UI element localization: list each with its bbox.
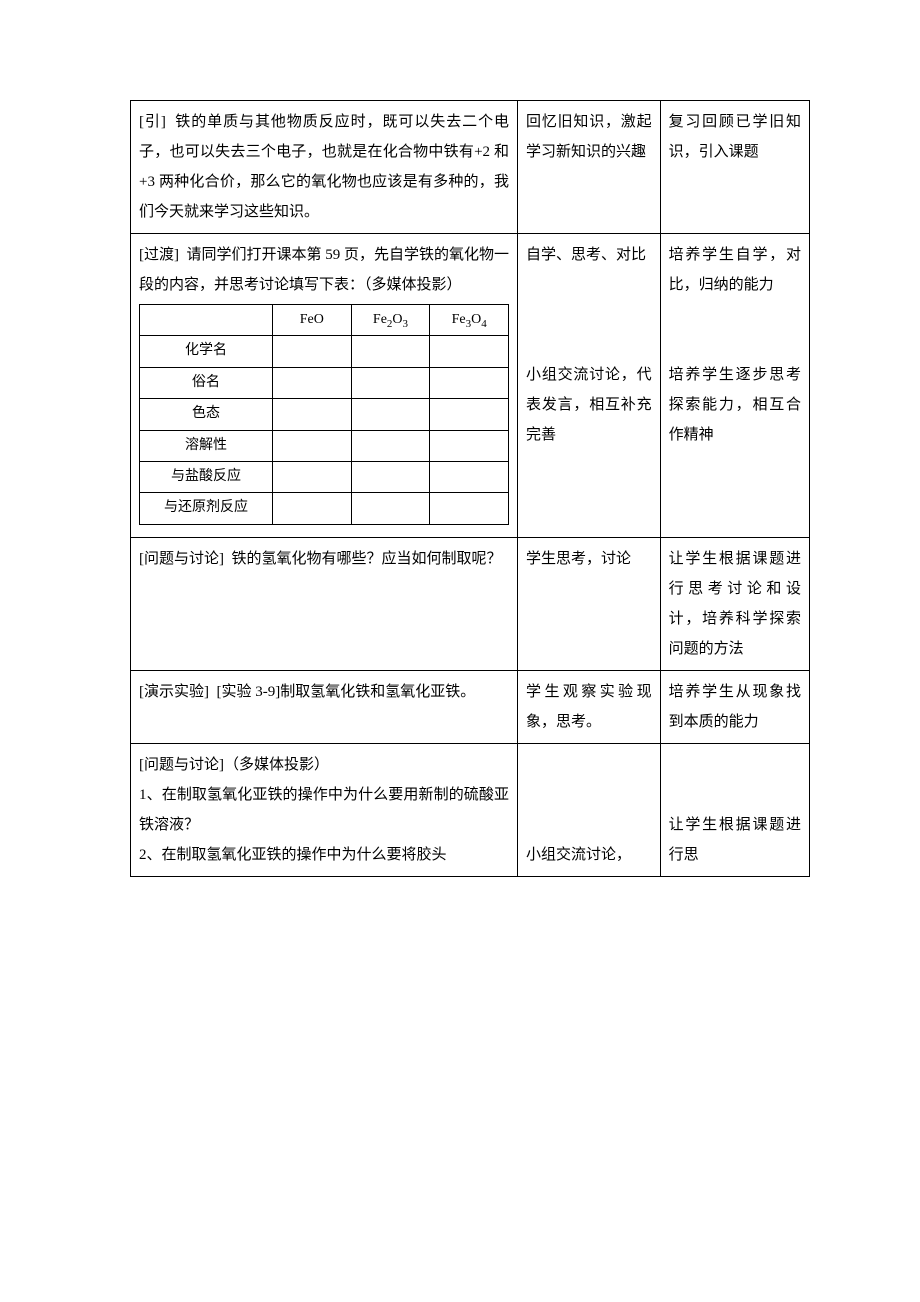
table-row: [演示实验] [实验 3-9]制取氢氧化铁和氢氧化亚铁。 学生观察实验现象，思考…	[131, 670, 810, 743]
design-text-part: 培养学生自学，对比，归纳的能力	[669, 247, 801, 293]
list-item: 2、在制取氢氧化亚铁的操作中为什么要将胶头	[139, 847, 447, 863]
inner-header-feo: FeO	[272, 305, 351, 336]
student-activity-cell: 学生思考，讨论	[518, 537, 661, 670]
cell	[430, 336, 509, 367]
table-row: [问题与讨论]（多媒体投影） 1、在制取氢氧化亚铁的操作中为什么要用新制的硫酸亚…	[131, 743, 810, 876]
student-activity-cell: 回忆旧知识，激起学习新知识的兴趣	[518, 101, 661, 234]
tag-label: [过渡]	[139, 247, 179, 263]
row-label: 溶解性	[140, 430, 273, 461]
inner-header-blank	[140, 305, 273, 336]
cell	[351, 461, 430, 492]
teaching-text: [实验 3-9]制取氢氧化铁和氢氧化亚铁。	[217, 684, 476, 700]
student-text-part: 自学、思考、对比	[526, 247, 646, 263]
teaching-activity-cell: [过渡] 请同学们打开课本第 59 页，先自学铁的氧化物一段的内容，并思考讨论填…	[131, 234, 518, 538]
tag-label: [引]	[139, 114, 166, 130]
table-row: [问题与讨论] 铁的氢氧化物有哪些？应当如何制取呢？ 学生思考，讨论 让学生根据…	[131, 537, 810, 670]
cell	[272, 430, 351, 461]
design-intent-cell: 培养学生自学，对比，归纳的能力 培养学生逐步思考探索能力，相互合作精神	[660, 234, 809, 538]
cell	[430, 493, 509, 524]
cell	[272, 399, 351, 430]
lesson-plan-table: [引] 铁的单质与其他物质反应时，既可以失去二个电子，也可以失去三个电子，也就是…	[130, 100, 810, 877]
design-intent-cell: 让学生根据课题进行思考讨论和设计，培养科学探索问题的方法	[660, 537, 809, 670]
iron-oxide-comparison-table: FeO Fe2O3 Fe3O4 化学名 俗名 色态 溶解性 与盐酸反应 与还原剂…	[139, 304, 509, 525]
teaching-activity-cell: [引] 铁的单质与其他物质反应时，既可以失去二个电子，也可以失去三个电子，也就是…	[131, 101, 518, 234]
design-text: 让学生根据课题进行思	[669, 817, 801, 863]
teaching-activity-cell: [演示实验] [实验 3-9]制取氢氧化铁和氢氧化亚铁。	[131, 670, 518, 743]
list-item: 1、在制取氢氧化亚铁的操作中为什么要用新制的硫酸亚铁溶液？	[139, 787, 509, 833]
tag-label: [演示实验]	[139, 684, 209, 700]
teaching-text: 铁的单质与其他物质反应时，既可以失去二个电子，也可以失去三个电子，也就是在化合物…	[139, 114, 509, 220]
student-activity-cell: 自学、思考、对比 小组交流讨论，代表发言，相互补充完善	[518, 234, 661, 538]
inner-row: 溶解性	[140, 430, 509, 461]
teaching-activity-cell: [问题与讨论]（多媒体投影） 1、在制取氢氧化亚铁的操作中为什么要用新制的硫酸亚…	[131, 743, 518, 876]
table-row: [过渡] 请同学们打开课本第 59 页，先自学铁的氧化物一段的内容，并思考讨论填…	[131, 234, 810, 538]
student-text-part: 小组交流讨论，代表发言，相互补充完善	[526, 367, 652, 443]
row-label: 色态	[140, 399, 273, 430]
cell	[430, 367, 509, 398]
cell	[430, 430, 509, 461]
design-intent-cell: 复习回顾已学旧知识，引入课题	[660, 101, 809, 234]
row-label: 与还原剂反应	[140, 493, 273, 524]
cell	[351, 399, 430, 430]
cell	[351, 367, 430, 398]
cell	[272, 493, 351, 524]
inner-row: 色态	[140, 399, 509, 430]
page-container: [引] 铁的单质与其他物质反应时，既可以失去二个电子，也可以失去三个电子，也就是…	[0, 0, 920, 977]
cell	[351, 430, 430, 461]
design-intent-cell: 让学生根据课题进行思	[660, 743, 809, 876]
cell	[272, 461, 351, 492]
design-text-part: 培养学生逐步思考探索能力，相互合作精神	[669, 367, 801, 443]
inner-row: 化学名	[140, 336, 509, 367]
table-row: [引] 铁的单质与其他物质反应时，既可以失去二个电子，也可以失去三个电子，也就是…	[131, 101, 810, 234]
student-text: 小组交流讨论，	[526, 847, 631, 863]
row-label: 化学名	[140, 336, 273, 367]
inner-row: 俗名	[140, 367, 509, 398]
design-intent-cell: 培养学生从现象找到本质的能力	[660, 670, 809, 743]
cell	[430, 461, 509, 492]
teaching-activity-cell: [问题与讨论] 铁的氢氧化物有哪些？应当如何制取呢？	[131, 537, 518, 670]
inner-row: 与盐酸反应	[140, 461, 509, 492]
inner-header-fe3o4: Fe3O4	[430, 305, 509, 336]
cell	[351, 493, 430, 524]
row-label: 俗名	[140, 367, 273, 398]
teaching-text: 请同学们打开课本第 59 页，先自学铁的氧化物一段的内容，并思考讨论填写下表：（…	[139, 247, 509, 293]
tag-label: [问题与讨论]	[139, 551, 224, 567]
inner-header-row: FeO Fe2O3 Fe3O4	[140, 305, 509, 336]
student-activity-cell: 学生观察实验现象，思考。	[518, 670, 661, 743]
cell	[272, 336, 351, 367]
tag-suffix: （多媒体投影）	[224, 757, 329, 773]
teaching-text: 铁的氢氧化物有哪些？应当如何制取呢？	[232, 551, 502, 567]
tag-label: [问题与讨论]	[139, 757, 224, 773]
cell	[351, 336, 430, 367]
inner-row: 与还原剂反应	[140, 493, 509, 524]
cell	[430, 399, 509, 430]
cell	[272, 367, 351, 398]
student-activity-cell: 小组交流讨论，	[518, 743, 661, 876]
inner-header-fe2o3: Fe2O3	[351, 305, 430, 336]
row-label: 与盐酸反应	[140, 461, 273, 492]
